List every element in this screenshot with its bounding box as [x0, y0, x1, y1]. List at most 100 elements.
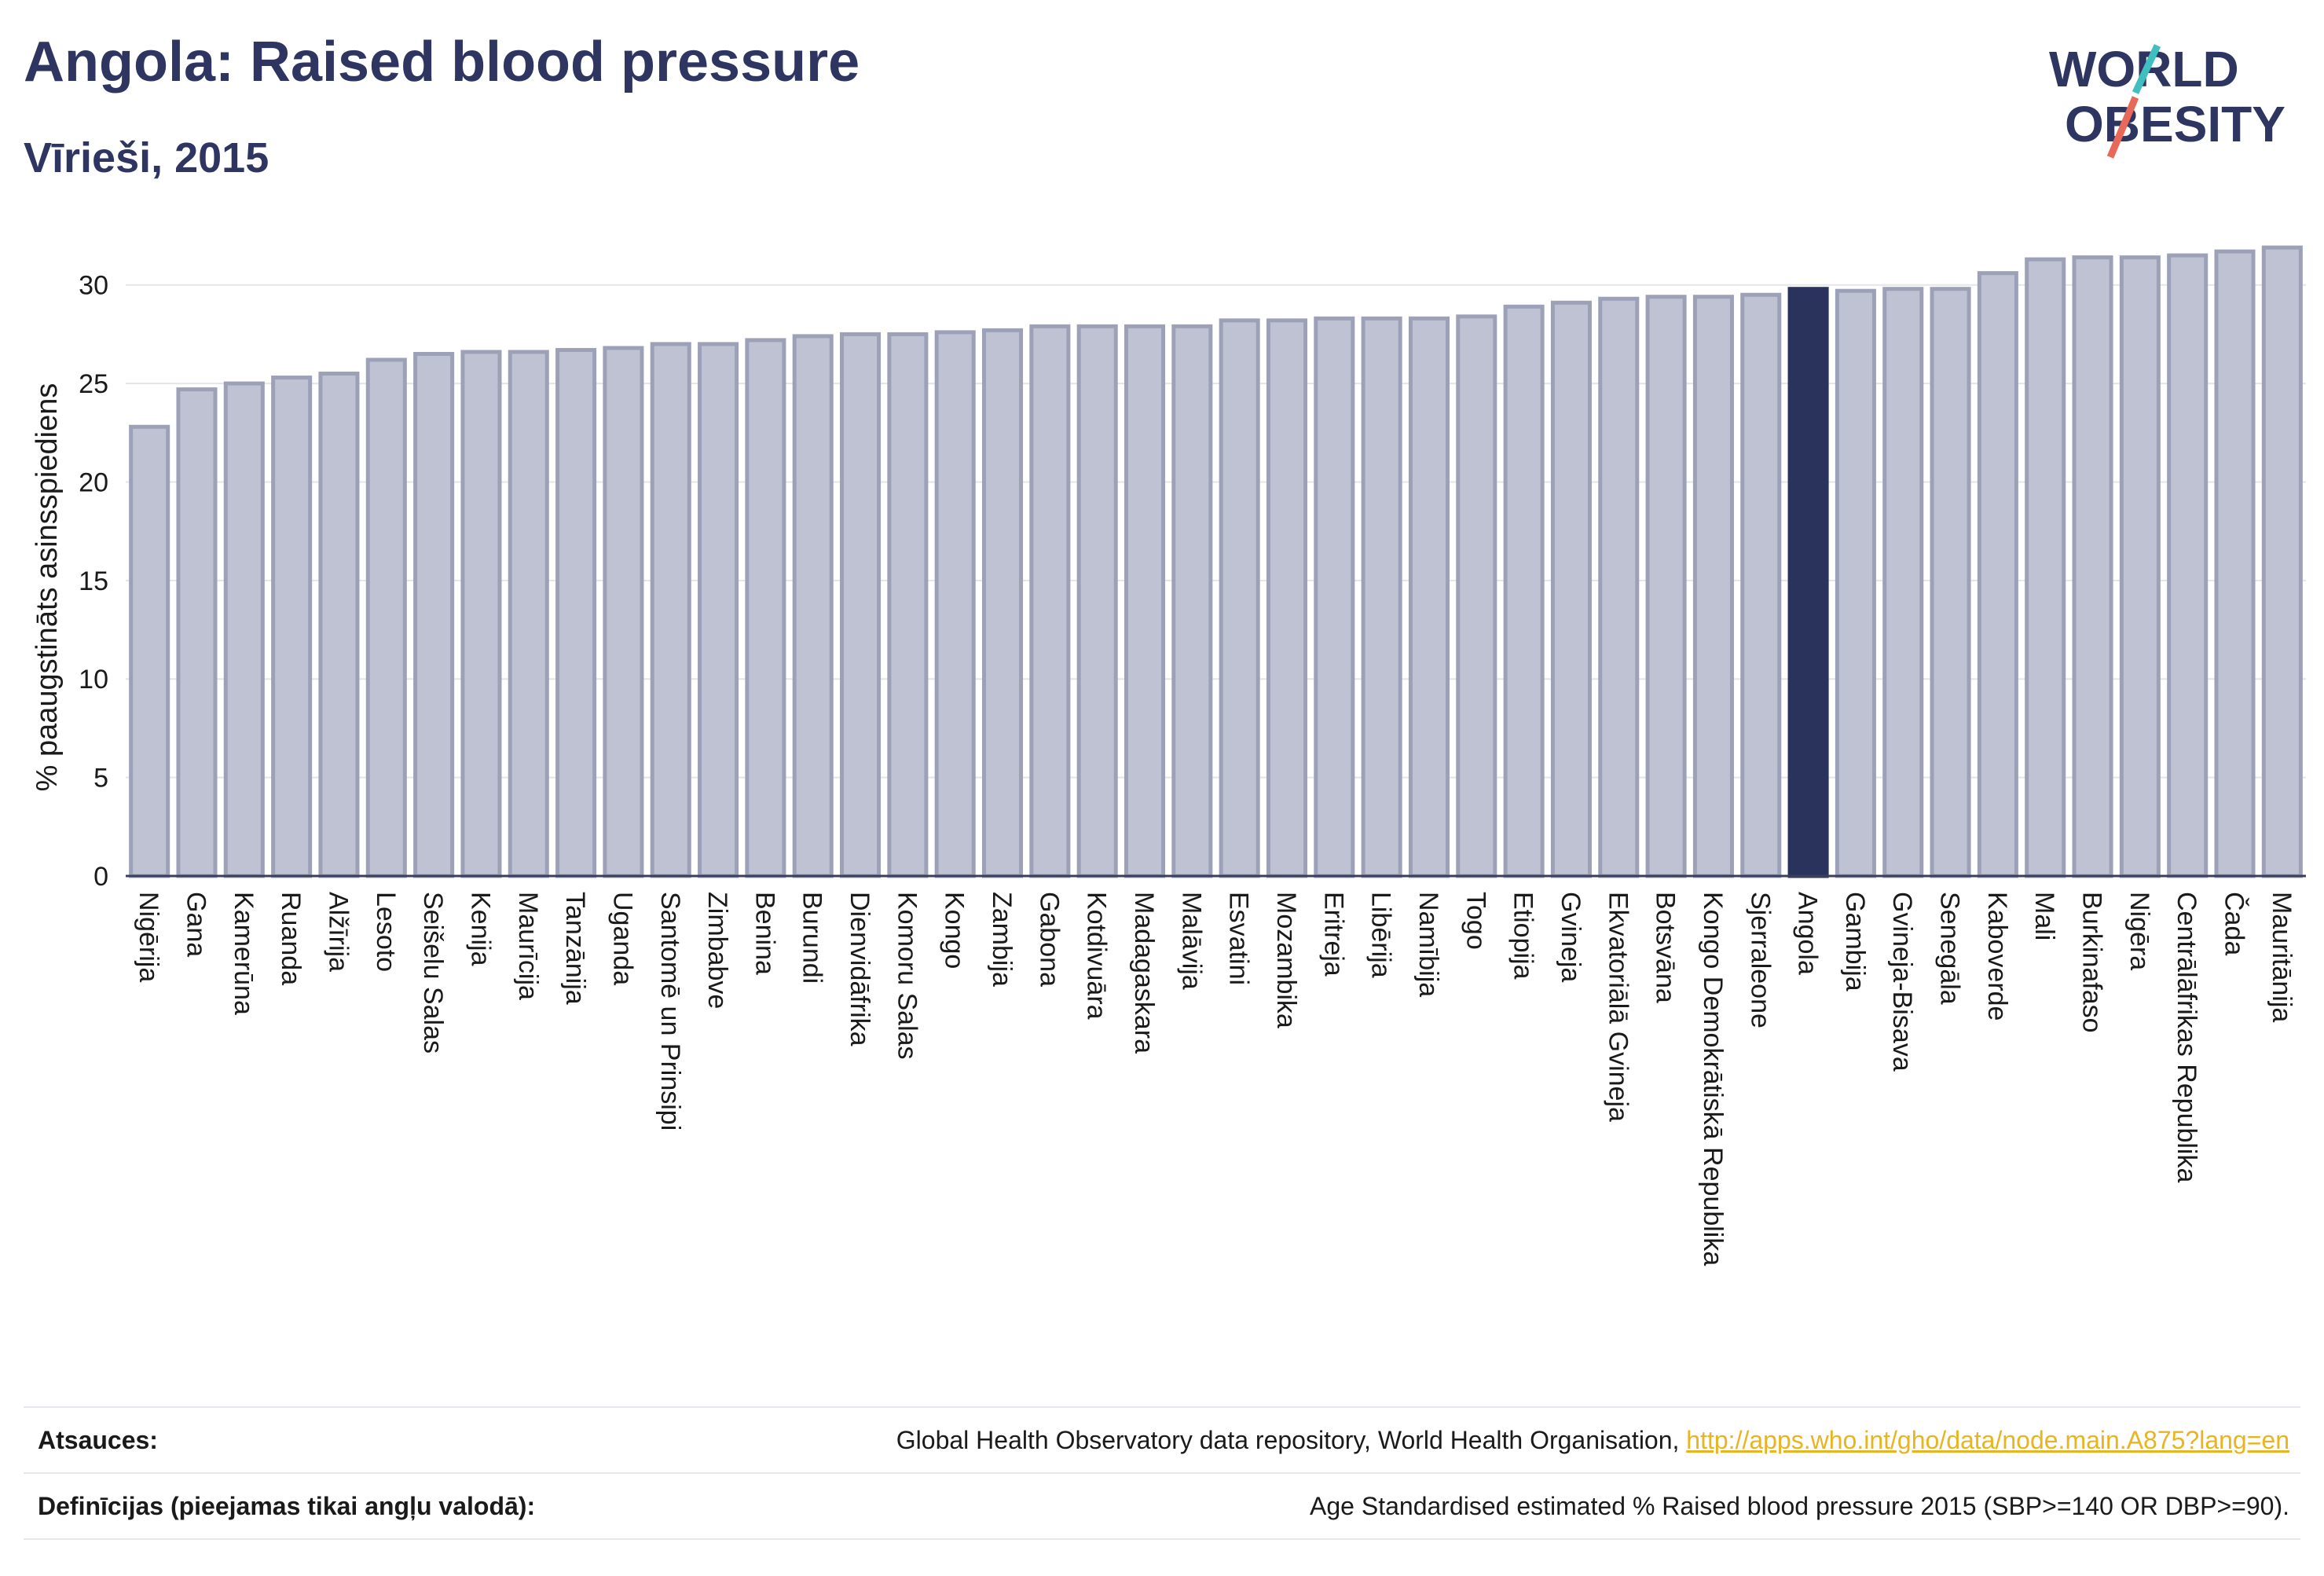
- bar: [934, 330, 976, 878]
- x-tick-label: Ruanda: [276, 892, 306, 985]
- bar: [650, 342, 691, 878]
- sources-row: Atsauces: Global Health Observatory data…: [24, 1406, 2300, 1472]
- x-tick-label: Santomē un Prinsipi: [655, 892, 685, 1131]
- bar: [1408, 316, 1450, 878]
- x-tick-label: Gambija: [1840, 892, 1870, 991]
- y-tick-label: 30: [79, 271, 108, 301]
- definitions-text: Age Standardised estimated % Raised bloo…: [1310, 1491, 2289, 1520]
- bar: [2214, 249, 2256, 878]
- bar: [603, 346, 644, 878]
- x-tick-label: Mozambika: [1271, 892, 1301, 1028]
- x-tick-label: Zambija: [987, 892, 1017, 987]
- world-obesity-logo: WORLD OBESITY: [2049, 41, 2286, 159]
- bar: [460, 350, 502, 878]
- bar: [1171, 324, 1213, 878]
- sources-table: Atsauces: Global Health Observatory data…: [24, 1406, 2300, 1540]
- bar: [1645, 295, 1687, 878]
- bar: [223, 381, 265, 878]
- x-tick-label: Etiopija: [1508, 892, 1538, 980]
- bar: [1598, 296, 1640, 878]
- sources-label: Atsauces:: [38, 1425, 158, 1454]
- y-tick-label: 20: [79, 467, 108, 497]
- bar: [129, 424, 170, 878]
- chart-subtitle: Vīrieši, 2015: [24, 134, 269, 181]
- x-tick-label: Mauritānija: [2267, 892, 2297, 1022]
- x-tick-label: Gana: [181, 892, 211, 957]
- logo-slash-teal: [2132, 44, 2161, 94]
- x-tick-label: Esvatini: [1224, 892, 1254, 985]
- x-tick-label: Malāvija: [1176, 892, 1206, 990]
- bar: [982, 328, 1024, 878]
- logo-slash-red: [2106, 96, 2139, 159]
- bar-chart: 0 5 10 15 20 25 30 % paaugstināts asinsspiedien…: [31, 245, 2306, 1266]
- x-tick-label: Mali: [2029, 892, 2059, 940]
- bar: [1076, 324, 1118, 878]
- bar: [698, 342, 739, 878]
- x-tick-label: Ekvatoriālā Gvineja: [1603, 892, 1633, 1122]
- sources-link[interactable]: http://apps.who.int/gho/data/node.main.A…: [1686, 1425, 2289, 1454]
- x-tick-label: Libērija: [1366, 892, 1396, 978]
- x-tick-label: Kongo Demokrātiskā Republika: [1698, 892, 1728, 1266]
- bar: [555, 347, 597, 878]
- x-tick-label: Burkinafaso: [2077, 892, 2107, 1033]
- bar: [1266, 318, 1308, 878]
- definitions-label: Definīcijas (pieejamas tikai angļu valod…: [38, 1491, 536, 1520]
- bar: [1692, 295, 1734, 878]
- bar: [271, 376, 313, 878]
- x-tick-label: Centrālāfrikas Republika: [2172, 892, 2201, 1182]
- x-tick-label: Maurīcija: [513, 892, 543, 1000]
- bar: [840, 332, 882, 878]
- x-tick-label: Burundi: [797, 892, 827, 984]
- bar: [1029, 324, 1071, 878]
- x-tick-label: Angola: [1793, 892, 1823, 975]
- bar: [745, 338, 786, 878]
- bar: [887, 332, 929, 878]
- x-tick-label: Kongo: [940, 892, 970, 969]
- bar: [2119, 255, 2161, 878]
- x-tick-label: Zimbabve: [702, 892, 732, 1009]
- bar: [1361, 316, 1402, 878]
- x-tick-label: Nigēra: [2124, 892, 2154, 970]
- x-tick-label: Eritreja: [1318, 892, 1348, 977]
- x-tick-label: Gvineja-Bisava: [1887, 892, 1917, 1072]
- y-tick-label: 0: [93, 862, 108, 892]
- bar: [2261, 245, 2303, 878]
- x-tick-label: Gabona: [1034, 892, 1064, 987]
- bar: [1124, 324, 1166, 878]
- bar: [365, 357, 407, 878]
- x-tick-label: Madagaskara: [1129, 892, 1159, 1054]
- x-tick-label: Kotdivuāra: [1082, 892, 1112, 1020]
- y-tick-label: 10: [79, 665, 108, 695]
- x-tick-label: Alžīrija: [323, 892, 353, 972]
- logo-line-2: OBESITY: [2065, 96, 2286, 152]
- bar: [318, 372, 360, 878]
- x-tick-label: Togo: [1461, 892, 1490, 950]
- bar: [1503, 304, 1545, 878]
- x-tick-label: Dienvidāfrika: [845, 892, 874, 1046]
- bar: [2025, 257, 2066, 878]
- bar: [1314, 316, 1355, 878]
- y-axis-title: % paaugstināts asinsspiediens: [31, 383, 64, 792]
- x-tick-label: Kenija: [465, 892, 495, 966]
- bar: [1219, 318, 1260, 878]
- x-tick-label: Tanzānija: [560, 892, 590, 1005]
- x-tick-label: Lesoto: [371, 892, 401, 972]
- bar: [1977, 271, 2018, 878]
- x-tick-label: Gvineja: [1556, 892, 1585, 982]
- bar: [176, 387, 218, 878]
- bar: [2072, 255, 2113, 878]
- bar: [1550, 300, 1592, 878]
- bar: [508, 350, 549, 878]
- x-tick-label: Uganda: [607, 892, 637, 985]
- x-tick-label: Komoru Salas: [892, 892, 922, 1060]
- bar: [1835, 288, 1876, 878]
- bar: [1740, 292, 1782, 878]
- x-tick-label: Namībija: [1413, 892, 1443, 997]
- x-tick-label: Sjerraleone: [1745, 892, 1775, 1028]
- x-tick-label: Botsvāna: [1651, 892, 1681, 1003]
- y-tick-label: 25: [79, 369, 108, 399]
- bar: [1787, 287, 1829, 878]
- bar: [1456, 314, 1497, 878]
- sources-description: Global Health Observatory data repositor…: [896, 1425, 1687, 1454]
- x-tick-label: Senegāla: [1935, 892, 1965, 1005]
